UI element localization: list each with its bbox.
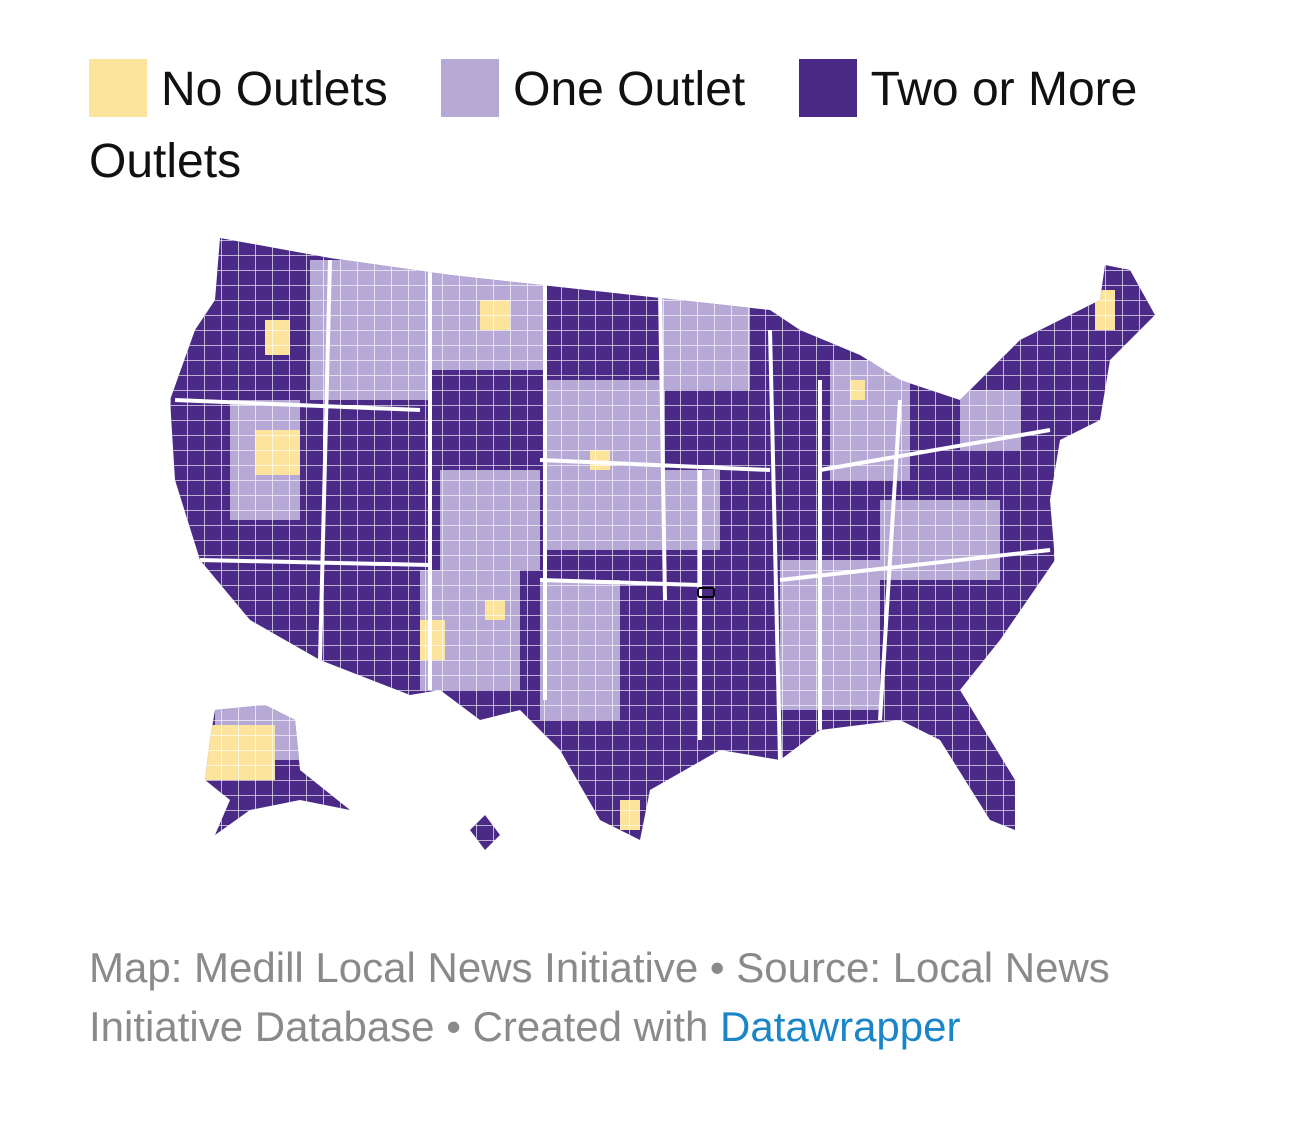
attribution: Map: Medill Local News Initiative • Sour… (89, 944, 1110, 1050)
legend-label: No Outlets (161, 63, 388, 116)
legend-label: Two or More Outlets (89, 63, 1138, 188)
legend-swatch (798, 59, 857, 117)
footer: Map: Medill Local News Initiative • Sour… (89, 938, 1139, 1056)
legend-swatch (441, 59, 500, 117)
legend-item: No Outlets (89, 59, 388, 117)
legend-swatch (89, 59, 147, 117)
legend: No Outlets One Outlet Two or More Outlet… (89, 54, 1189, 198)
legend-item: Two or More Outlets (89, 59, 1138, 188)
legend-label: One Outlet (513, 63, 746, 116)
counties (170, 238, 1155, 850)
us-county-map (170, 238, 1155, 850)
legend-item: One Outlet (441, 59, 746, 117)
datawrapper-link[interactable]: Datawrapper (720, 1003, 961, 1050)
